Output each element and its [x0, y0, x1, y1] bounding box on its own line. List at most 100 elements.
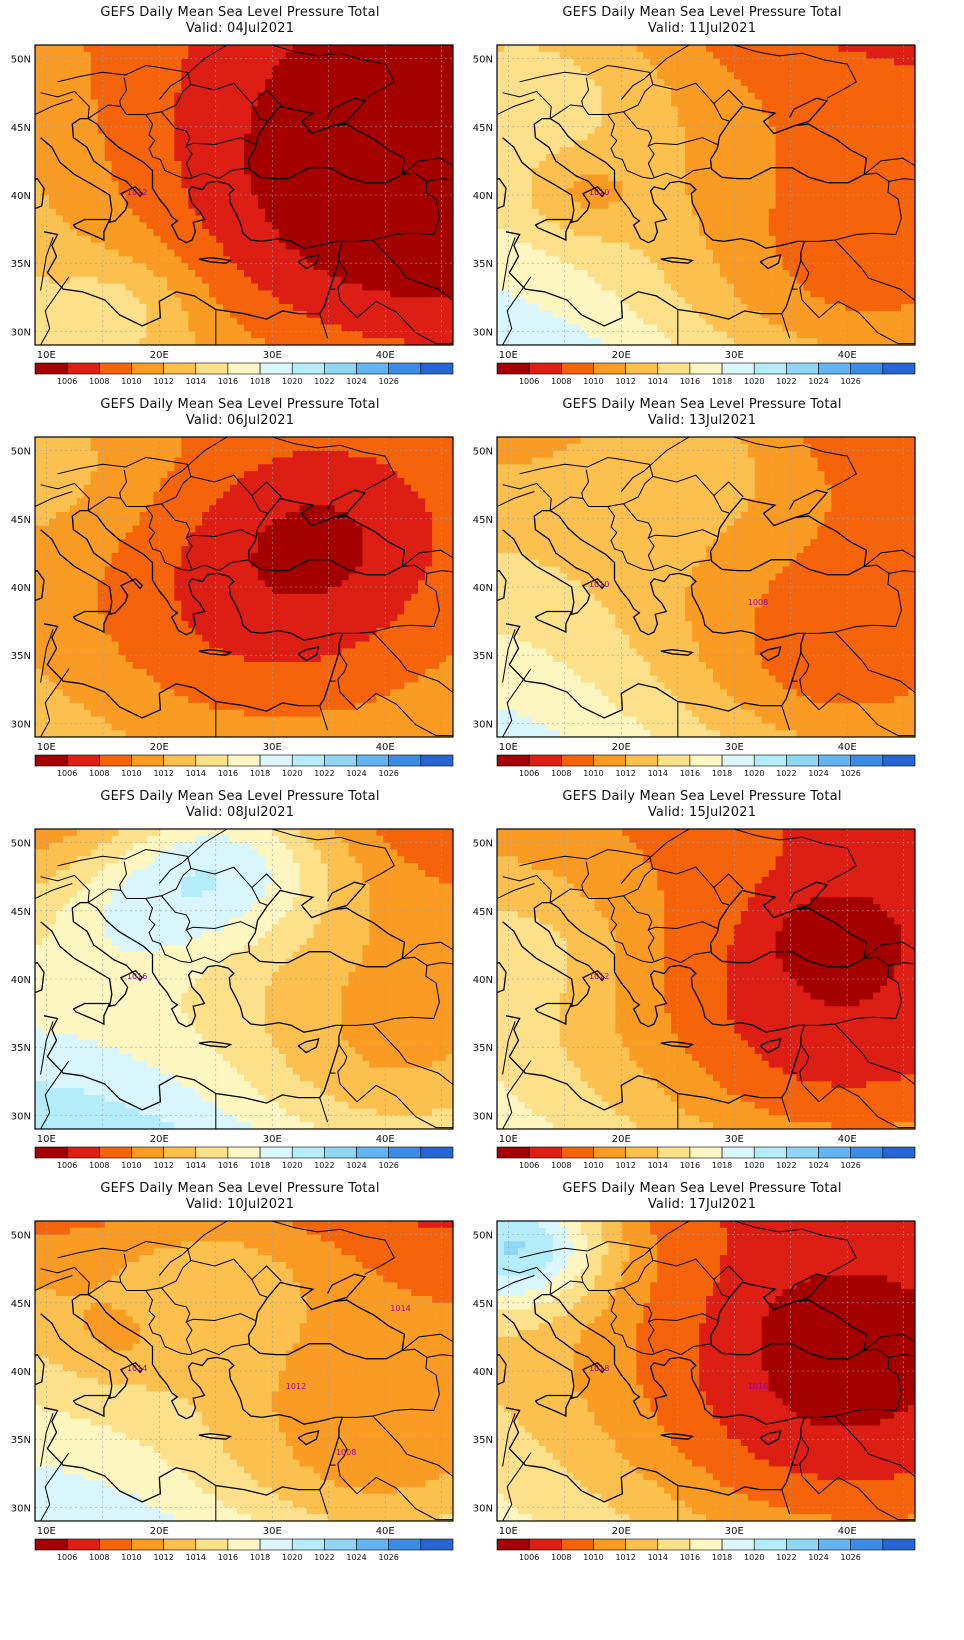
pressure-cell	[650, 120, 658, 128]
pressure-cell	[719, 65, 728, 73]
pressure-cell	[132, 79, 141, 87]
pressure-cell	[411, 65, 419, 73]
pressure-cell	[908, 222, 915, 230]
pressure-cell	[125, 290, 134, 298]
pressure-cell	[880, 167, 888, 176]
pressure-cell	[369, 72, 377, 80]
pressure-cell	[671, 297, 679, 305]
pressure-cell	[747, 249, 756, 257]
pressure-cell	[160, 120, 168, 128]
pressure-cell	[216, 310, 224, 319]
pressure-cell	[726, 276, 735, 285]
pressure-cell	[41, 297, 50, 305]
pressure-cell	[271, 126, 280, 135]
pressure-cell	[439, 58, 447, 67]
pressure-cell	[230, 283, 238, 292]
pressure-cell	[761, 249, 770, 257]
pressure-cell	[768, 167, 777, 176]
pressure-cell	[803, 283, 812, 292]
pressure-cell	[439, 92, 447, 101]
pressure-cell	[348, 256, 357, 264]
pressure-cell	[313, 85, 322, 94]
pressure-cell	[650, 188, 658, 196]
pressure-cell	[671, 222, 679, 230]
pressure-cell	[601, 133, 610, 142]
pressure-cell	[894, 92, 902, 101]
pressure-cell	[223, 222, 231, 230]
pressure-cell	[174, 120, 182, 128]
pressure-cell	[559, 99, 568, 107]
pressure-cell	[706, 99, 714, 107]
pressure-cell	[692, 99, 700, 107]
pressure-cell	[216, 51, 224, 60]
pressure-cell	[608, 85, 617, 94]
pressure-cell	[334, 154, 343, 162]
pressure-cell	[160, 160, 168, 169]
pressure-cell	[376, 133, 384, 142]
pressure-cell	[390, 79, 398, 87]
pressure-cell	[671, 249, 679, 257]
pressure-cell	[692, 85, 700, 94]
pressure-cell	[587, 160, 596, 169]
pressure-cell	[320, 167, 329, 176]
pressure-cell	[838, 79, 846, 87]
pressure-cell	[41, 263, 50, 271]
pressure-cell	[153, 160, 161, 169]
pressure-cell	[566, 154, 575, 162]
pressure-cell	[237, 160, 245, 169]
coastline	[228, 193, 344, 314]
pressure-cell	[712, 297, 721, 305]
pressure-cell	[35, 304, 43, 312]
pressure-cell	[41, 79, 50, 87]
pressure-cell	[810, 72, 819, 80]
pressure-cell	[810, 126, 819, 135]
pressure-cell	[153, 51, 161, 60]
pressure-cell	[650, 222, 658, 230]
pressure-cell	[250, 92, 259, 101]
pressure-cell	[299, 99, 308, 107]
pressure-cell	[803, 85, 812, 94]
pressure-cell	[160, 58, 168, 67]
pressure-cell	[48, 181, 57, 189]
pressure-cell	[223, 154, 231, 162]
pressure-cell	[146, 304, 155, 312]
pressure-cell	[104, 174, 113, 182]
pressure-cell	[188, 256, 196, 264]
pressure-cell	[692, 201, 700, 210]
pressure-cell	[83, 270, 92, 278]
pressure-cell	[209, 249, 217, 257]
pressure-cell	[615, 201, 623, 210]
pressure-cell	[817, 160, 826, 169]
pressure-cell	[831, 201, 839, 210]
pressure-cell	[775, 242, 784, 251]
pressure-cell	[845, 51, 853, 60]
pressure-cell	[69, 58, 78, 67]
pressure-cell	[139, 113, 148, 121]
pressure-cell	[76, 235, 85, 244]
pressure-cell	[299, 195, 308, 203]
pressure-cell	[230, 72, 238, 80]
pressure-cell	[432, 242, 440, 251]
pressure-cell	[369, 297, 377, 305]
pressure-cell	[768, 72, 777, 80]
pressure-cell	[104, 242, 113, 251]
pressure-cell	[327, 99, 336, 107]
pressure-cell	[188, 317, 196, 326]
pressure-cell	[299, 79, 308, 87]
pressure-cell	[531, 126, 540, 135]
pressure-cell	[657, 99, 665, 107]
pressure-cell	[327, 331, 336, 339]
pressure-cell	[341, 79, 350, 87]
pressure-cell	[320, 126, 329, 135]
pressure-cell	[531, 92, 540, 101]
pressure-cell	[418, 72, 426, 80]
pressure-cell	[524, 45, 533, 53]
pressure-cell	[789, 235, 798, 244]
pressure-cell	[383, 126, 391, 135]
pressure-cell	[622, 140, 630, 148]
pressure-cell	[685, 51, 693, 60]
pressure-cell	[531, 195, 540, 203]
pressure-cell	[510, 120, 519, 128]
pressure-cell	[376, 154, 384, 162]
pressure-cell	[285, 106, 294, 114]
